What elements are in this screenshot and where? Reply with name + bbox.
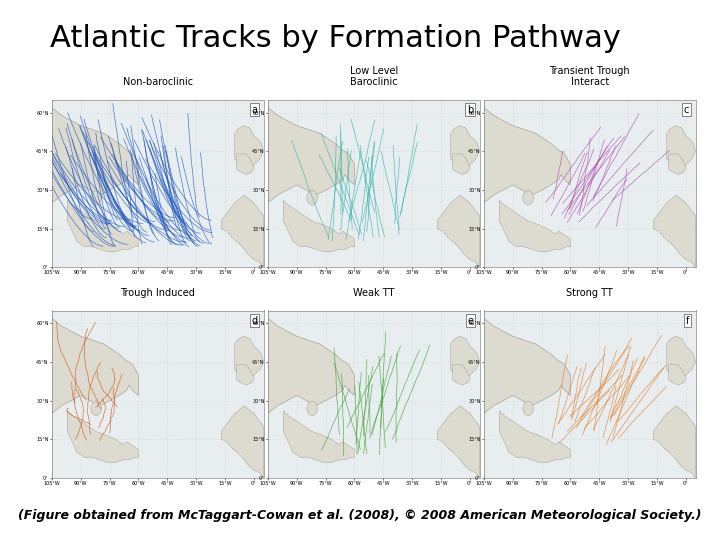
Text: b: b — [467, 105, 473, 115]
Polygon shape — [268, 310, 354, 414]
Polygon shape — [453, 364, 470, 385]
Polygon shape — [653, 195, 696, 267]
Text: Strong TT: Strong TT — [567, 288, 613, 298]
Text: Transient Trough
Interact: Transient Trough Interact — [549, 66, 630, 87]
Polygon shape — [669, 364, 686, 385]
Text: e: e — [467, 315, 473, 326]
Polygon shape — [484, 310, 570, 414]
Polygon shape — [306, 190, 318, 206]
Polygon shape — [522, 190, 534, 206]
Text: Weak TT: Weak TT — [353, 288, 395, 298]
Polygon shape — [499, 411, 570, 462]
Text: Trough Induced: Trough Induced — [120, 288, 195, 298]
Polygon shape — [451, 336, 480, 380]
Polygon shape — [669, 154, 686, 174]
Polygon shape — [451, 126, 480, 170]
Text: Atlantic Tracks by Formation Pathway: Atlantic Tracks by Formation Pathway — [50, 24, 621, 53]
Polygon shape — [52, 100, 138, 203]
Text: Low Level
Baroclinic: Low Level Baroclinic — [349, 66, 398, 87]
Polygon shape — [268, 100, 354, 203]
Polygon shape — [221, 406, 264, 478]
Polygon shape — [221, 195, 264, 267]
Polygon shape — [237, 364, 254, 385]
Text: Non-baroclinic: Non-baroclinic — [122, 77, 193, 87]
Polygon shape — [90, 190, 102, 206]
Polygon shape — [283, 200, 354, 252]
Polygon shape — [52, 310, 138, 414]
Polygon shape — [67, 200, 138, 252]
Polygon shape — [237, 154, 254, 174]
Polygon shape — [453, 154, 470, 174]
Polygon shape — [67, 411, 138, 462]
Text: d: d — [251, 315, 257, 326]
Polygon shape — [235, 336, 264, 380]
Text: c: c — [684, 105, 689, 115]
Polygon shape — [653, 406, 696, 478]
Polygon shape — [306, 401, 318, 416]
Polygon shape — [283, 411, 354, 462]
Text: a: a — [251, 105, 257, 115]
Polygon shape — [522, 401, 534, 416]
Polygon shape — [499, 200, 570, 252]
Polygon shape — [235, 126, 264, 170]
Polygon shape — [437, 406, 480, 478]
Polygon shape — [667, 126, 696, 170]
Text: f: f — [685, 315, 689, 326]
Polygon shape — [484, 100, 570, 203]
Polygon shape — [90, 401, 102, 416]
Polygon shape — [667, 336, 696, 380]
Polygon shape — [437, 195, 480, 267]
Text: (Figure obtained from McTaggart-Cowan et al. (2008), © 2008 American Meteorologi: (Figure obtained from McTaggart-Cowan et… — [18, 509, 702, 522]
